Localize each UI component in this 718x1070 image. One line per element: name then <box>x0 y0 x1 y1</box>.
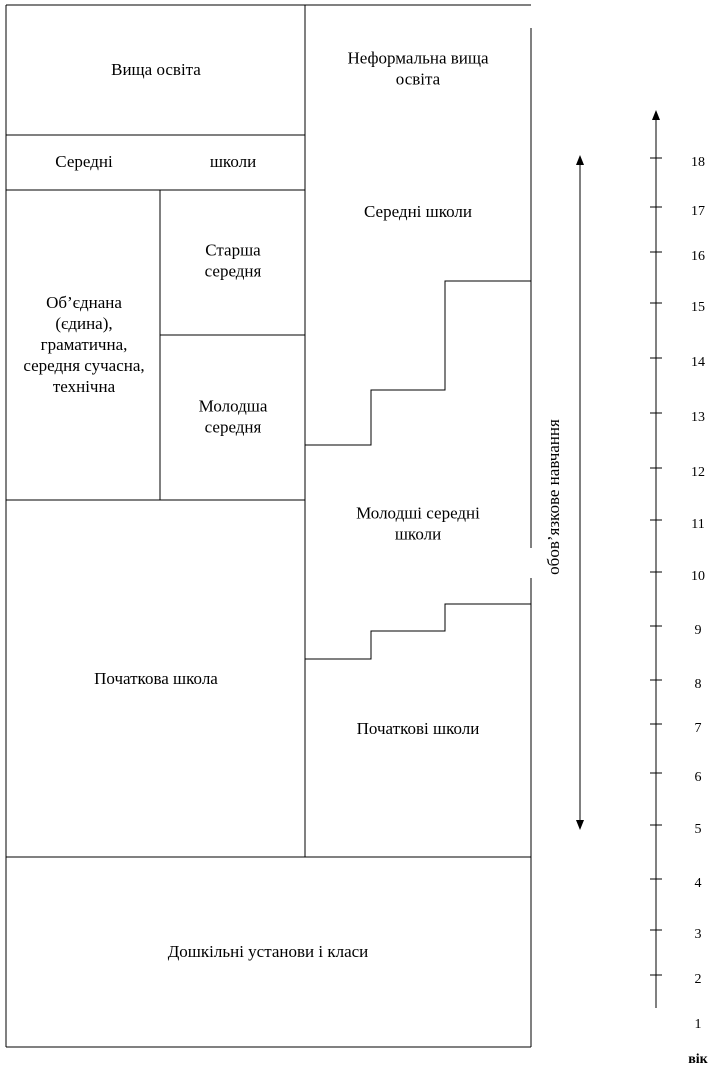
lower-secondary: Молодша <box>199 396 268 415</box>
comprehensive-school: середня сучасна, <box>23 356 144 375</box>
age-caption: вік <box>688 1052 708 1067</box>
primary-schools: Початкові школи <box>357 719 480 738</box>
upper-secondary: середня <box>205 261 262 280</box>
age-label: 1 <box>695 1017 702 1032</box>
preschool: Дошкільні установи і класи <box>168 942 369 961</box>
age-label: 3 <box>695 927 702 942</box>
compulsory-label: обов’язкове навчання <box>544 419 563 575</box>
informal-higher: освіта <box>396 69 441 88</box>
age-label: 17 <box>691 204 705 219</box>
age-label: 5 <box>695 822 702 837</box>
age-label: 4 <box>695 876 702 891</box>
age-label: 18 <box>691 155 705 170</box>
age-label: 13 <box>691 410 705 425</box>
junior-secondary: Молодші середні <box>356 503 480 522</box>
age-label: 6 <box>695 770 702 785</box>
age-label: 9 <box>695 623 702 638</box>
age-label: 8 <box>695 677 702 692</box>
age-label: 11 <box>691 517 704 532</box>
comprehensive-school: технічна <box>53 377 116 396</box>
age-label: 2 <box>695 972 702 987</box>
comprehensive-school: (єдина), <box>55 314 112 333</box>
age-label: 7 <box>695 721 702 736</box>
lower-secondary: середня <box>205 417 262 436</box>
higher-education: Вища освіта <box>111 60 201 79</box>
age-label: 16 <box>691 249 705 264</box>
secondary-schools: Середні школи <box>364 202 472 221</box>
age-label: 12 <box>691 465 705 480</box>
secondary-schools: школи <box>210 152 256 171</box>
junior-secondary: школи <box>395 524 441 543</box>
age-label: 10 <box>691 569 705 584</box>
age-label: 15 <box>691 300 705 315</box>
comprehensive-school: Об’єднана <box>46 293 122 312</box>
informal-higher: Неформальна вища <box>347 48 488 67</box>
age-label: 14 <box>691 355 705 370</box>
primary-school: Початкова школа <box>94 669 218 688</box>
upper-secondary: Старша <box>205 240 261 259</box>
frame <box>5 4 532 1048</box>
secondary-schools: Середні <box>55 152 113 171</box>
comprehensive-school: граматична, <box>41 335 128 354</box>
